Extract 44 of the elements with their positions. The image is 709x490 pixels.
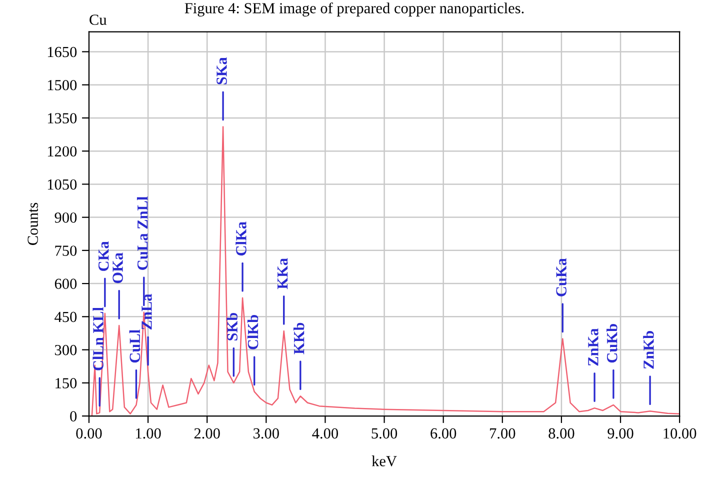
annotation: CuLl <box>129 330 140 363</box>
y-tick-label: 600 <box>54 278 77 289</box>
y-tick-label: 1500 <box>48 80 77 90</box>
annotation: ClKa <box>236 222 246 256</box>
y-tick-label: 0 <box>70 411 77 422</box>
annotation: ClLn KLl <box>92 307 104 370</box>
y-axis-title: Counts <box>28 202 38 245</box>
y-tick-label: 1200 <box>48 146 77 157</box>
x-tick-label: 0.00 <box>76 428 102 439</box>
y-tick-label: 300 <box>54 344 77 356</box>
y-tick-label: 150 <box>56 378 77 388</box>
x-tick-label: 5.00 <box>372 428 398 439</box>
annotation: ZnLa <box>142 294 152 330</box>
x-tick-label: 10.00 <box>664 428 696 439</box>
y-tick-label: 1650 <box>48 46 77 58</box>
chart-title: Figure 4: SEM image of prepared copper nanoparticles. <box>184 2 524 17</box>
annotation: KKa <box>278 258 288 290</box>
y-tick-label: 1050 <box>48 179 77 190</box>
y-tick-label: 450 <box>54 312 77 322</box>
x-tick-label: 1.00 <box>136 428 161 439</box>
annotation: CKa <box>98 241 109 271</box>
x-tick-label: 6.00 <box>430 428 456 439</box>
x-tick-label: 3.00 <box>254 428 279 439</box>
annotation: ClKb <box>247 315 258 350</box>
annotation: KKb <box>293 322 304 354</box>
annotation: CuLa ZnLl <box>136 196 148 270</box>
y-tick-label: 900 <box>54 212 77 223</box>
x-tick-label: 8.00 <box>548 428 574 439</box>
annotation: SKb <box>226 312 238 340</box>
annotation: ZnKb <box>643 331 654 369</box>
annotation: CuKb <box>606 324 618 363</box>
x-tick-label: 4.00 <box>312 428 338 439</box>
x-axis-title: keV <box>372 456 397 466</box>
annotation: ZnKa <box>588 328 598 366</box>
x-tick-label: 9.00 <box>608 428 634 439</box>
x-tick-label: 2.00 <box>194 428 220 439</box>
y-tick-label: 750 <box>55 246 77 256</box>
annotation: SKa <box>216 57 227 84</box>
x-tick-label: 7.00 <box>490 428 516 439</box>
annotation: CuKa <box>556 258 566 296</box>
line-series <box>91 126 680 416</box>
text: Cu <box>90 14 107 25</box>
y-tick-label: 1350 <box>48 113 77 124</box>
annotation: OKa <box>112 252 123 284</box>
